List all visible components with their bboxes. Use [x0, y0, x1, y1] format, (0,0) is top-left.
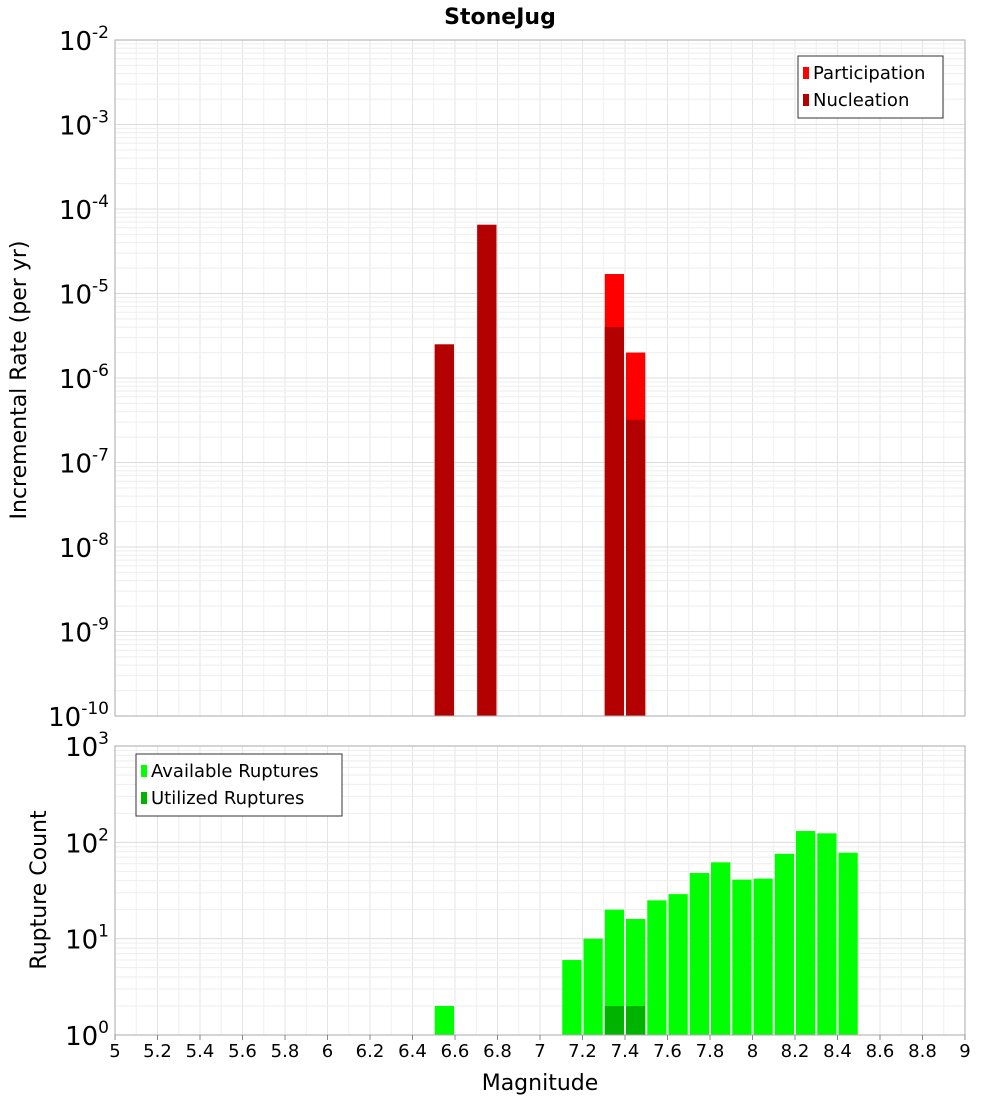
x-tick-label: 5.8 [271, 1041, 300, 1062]
x-tick-label: 6.2 [356, 1041, 385, 1062]
x-tick-label: 8.8 [908, 1041, 937, 1062]
top-legend-box [797, 55, 944, 119]
top-y-tick-label: 10-9 [59, 615, 109, 649]
bottom-bar-available-ruptures [817, 833, 837, 1035]
bottom-y-tick-label: 101 [65, 922, 109, 956]
bottom-bar-available-ruptures [774, 853, 794, 1035]
top-y-tick-label: 10-2 [59, 23, 109, 57]
bottom-bar-available-ruptures [796, 831, 816, 1035]
top-bar-nucleation [434, 344, 454, 716]
x-tick-label: 9 [959, 1041, 970, 1062]
x-tick-label: 6.4 [398, 1041, 427, 1062]
x-tick-label: 7 [534, 1041, 545, 1062]
x-tick-label: 8.6 [866, 1041, 895, 1062]
top-y-tick-label: 10-6 [59, 361, 109, 395]
top-bar-nucleation [604, 327, 624, 716]
top-plot-area: 10-10 10-9 10-8 10-7 10-6 10-5 10-4 10-3 10-2 Par… [48, 23, 966, 733]
bottom-legend: Available Ruptures Utilized Ruptures [135, 753, 343, 817]
top-legend-swatch [803, 94, 809, 106]
x-tick-label: 5 [109, 1041, 120, 1062]
bottom-bar-available-ruptures [838, 852, 858, 1035]
bottom-bar-available-ruptures [562, 960, 582, 1035]
bottom-y-tick-label: 100 [65, 1018, 109, 1052]
x-tick-label: 7.4 [611, 1041, 640, 1062]
chart-title: StoneJug [444, 5, 556, 30]
x-tick-label: 5.2 [143, 1041, 172, 1062]
bottom-bar-available-ruptures [604, 909, 624, 1035]
x-tick-label: 8.2 [781, 1041, 810, 1062]
top-legend-swatch [803, 67, 809, 79]
bottom-y-tick-label: 103 [65, 729, 109, 763]
x-tick-label: 7.2 [568, 1041, 597, 1062]
x-tick-label: 6 [322, 1041, 333, 1062]
x-tick-label: 7.6 [653, 1041, 682, 1062]
top-y-tick-label: 10-8 [59, 530, 109, 564]
x-axis-label: Magnitude [482, 1071, 599, 1096]
bottom-legend-label: Available Ruptures [151, 761, 319, 782]
top-y-tick-label: 10-7 [59, 446, 109, 480]
bottom-bar-available-ruptures [583, 938, 603, 1035]
bottom-legend-swatch [141, 765, 147, 777]
top-y-tick-label: 10-10 [48, 699, 109, 733]
x-tick-label: 5.6 [228, 1041, 257, 1062]
bottom-bar-available-ruptures [711, 862, 731, 1035]
top-y-tick-label: 10-4 [59, 192, 109, 226]
x-tick-label: 8 [747, 1041, 758, 1062]
bottom-bar-utilized-ruptures [604, 1006, 624, 1035]
top-plot-frame [114, 39, 966, 717]
bottom-bar-available-ruptures [732, 879, 752, 1035]
top-y-tick-label: 10-5 [59, 277, 109, 311]
x-tick-label: 6.6 [441, 1041, 470, 1062]
bottom-bar-available-ruptures [689, 873, 709, 1035]
bottom-bar-utilized-ruptures [626, 1006, 646, 1035]
top-legend-label: Participation [813, 63, 925, 84]
x-tick-label: 5.4 [186, 1041, 215, 1062]
top-legend: Participation Nucleation [797, 55, 944, 119]
top-legend-label: Nucleation [813, 90, 909, 111]
bottom-legend-box [135, 753, 343, 817]
bottom-bar-available-ruptures [668, 894, 688, 1035]
bottom-legend-label: Utilized Ruptures [151, 788, 304, 809]
top-y-axis-label: Incremental Rate (per yr) [7, 241, 32, 520]
top-bar-nucleation [626, 419, 646, 716]
x-tick-label: 6.8 [483, 1041, 512, 1062]
top-bar-nucleation [477, 224, 497, 716]
bottom-bar-available-ruptures [434, 1006, 454, 1035]
bottom-bar-available-ruptures [647, 900, 667, 1035]
bottom-legend-swatch [141, 792, 147, 804]
top-y-tick-label: 10-3 [59, 108, 109, 142]
bottom-y-tick-label: 102 [65, 825, 109, 859]
bottom-plot-area: 100 101 102 103 5 5.2 5.4 5.6 5.8 6 6.2 6.4 6.6 6.8 7 7… [65, 729, 971, 1062]
x-tick-label: 7.8 [696, 1041, 725, 1062]
x-tick-label: 8.4 [823, 1041, 852, 1062]
bottom-bar-available-ruptures [753, 878, 773, 1035]
bottom-y-axis-label: Rupture Count [27, 810, 52, 970]
